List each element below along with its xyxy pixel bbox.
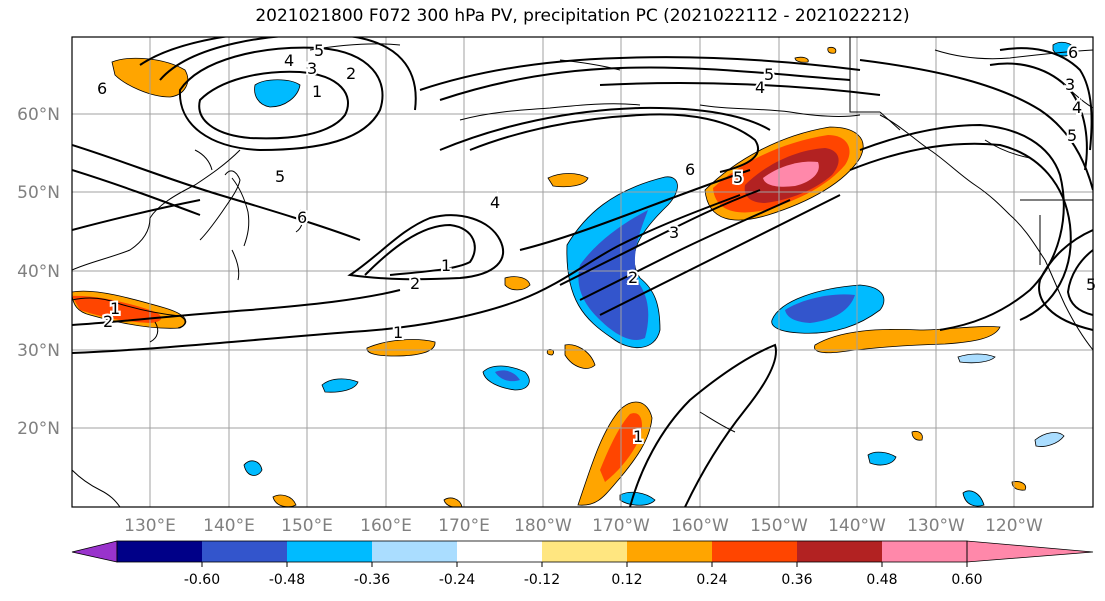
colorbar-swatch [627,541,713,562]
lon-label: 140°W [828,516,886,536]
contour-label: 5 [1067,126,1077,145]
colorbar-swatch [712,541,798,562]
boundaries [849,37,1093,265]
negative-precip-shading [243,41,1076,507]
contour-label: 4 [284,51,294,70]
contour-labels: 5 4 3 2 1 6 5 6 4 1 2 1 2 1 6 3 2 5 4 5 … [95,39,1098,448]
lon-label: 140°E [203,516,255,536]
colorbar-swatch [117,541,203,562]
contour-label: 6 [1068,43,1078,62]
lon-label: 160°W [671,516,729,536]
map-frame [71,36,1094,508]
colorbar-swatch [542,541,628,562]
colorbar-tick-label: -0.60 [184,572,220,588]
contour-label: 1 [312,82,322,101]
contour-label: 6 [97,79,107,98]
colorbar-tick-label: 0.12 [611,572,642,588]
lon-label: 150°W [750,516,808,536]
contour-label: 6 [685,160,695,179]
contour-label: 2 [346,64,356,83]
contour-label: 2 [410,274,420,293]
lon-label: 130°E [124,516,176,536]
pv-contours [72,37,1093,507]
latitude-labels: 60°N 50°N 40°N 30°N 20°N [17,105,60,439]
colorbar-tick-label: -0.12 [524,572,560,588]
lat-label: 20°N [17,419,60,439]
colorbar-swatch [372,541,458,562]
contour-label: 6 [297,208,307,227]
colorbar-tick-label: -0.24 [439,572,475,588]
colorbar-swatch [202,541,288,562]
contour-label: 2 [103,312,113,331]
contour-label: 1 [633,427,643,446]
contour-label: 5 [1086,275,1096,294]
contour-label: 5 [314,41,324,60]
colorbar-ticks [201,562,968,567]
contour-label: 1 [441,256,451,275]
contour-label: 1 [393,323,403,342]
lat-label: 40°N [17,262,60,282]
lon-label: 160°E [360,516,412,536]
colorbar-tick-label: 0.60 [951,572,982,588]
colorbar-tick-labels: -0.60 -0.48 -0.36 -0.24 -0.12 0.12 0.24 … [184,572,983,588]
colorbar-tick-label: 0.48 [866,572,897,588]
colorbar-tick-label: -0.36 [354,572,390,588]
contour-label: 2 [628,268,638,287]
contour-label: 5 [764,65,774,84]
colorbar: -0.60 -0.48 -0.36 -0.24 -0.12 0.12 0.24 … [71,540,1094,588]
longitude-labels: 130°E 140°E 150°E 160°E 170°E 180°W 170°… [124,516,1043,536]
contour-label: 5 [733,168,743,187]
colorbar-swatch [287,541,373,562]
coastlines [72,43,1093,507]
colorbar-tick-label: -0.48 [269,572,305,588]
contour-label: 1 [110,299,120,318]
lon-label: 170°W [592,516,650,536]
contour-label: 4 [1072,98,1082,117]
colorbar-swatch [457,541,543,562]
colorbar-tick-label: 0.36 [781,572,812,588]
contour-label: 3 [1065,75,1075,94]
contour-label: 4 [755,78,765,97]
contour-label: 3 [307,59,317,78]
colorbar-swatch [882,541,968,562]
lon-label: 120°W [985,516,1043,536]
lat-label: 60°N [17,105,60,125]
colorbar-swatch [797,541,883,562]
contour-label: 4 [490,193,500,212]
lon-label: 170°E [438,516,490,536]
colorbar-extend-max [966,540,1094,563]
map-title: 2021021800 F072 300 hPa PV, precipitatio… [255,6,910,26]
colorbar-extend-min [71,540,118,563]
lon-label: 180°W [514,516,572,536]
lat-label: 50°N [17,183,60,203]
lon-label: 130°W [907,516,965,536]
colorbar-tick-label: 0.24 [696,572,727,588]
lon-label: 150°E [281,516,333,536]
contour-label: 5 [275,167,285,186]
lat-label: 30°N [17,341,60,361]
contour-label: 3 [669,223,679,242]
